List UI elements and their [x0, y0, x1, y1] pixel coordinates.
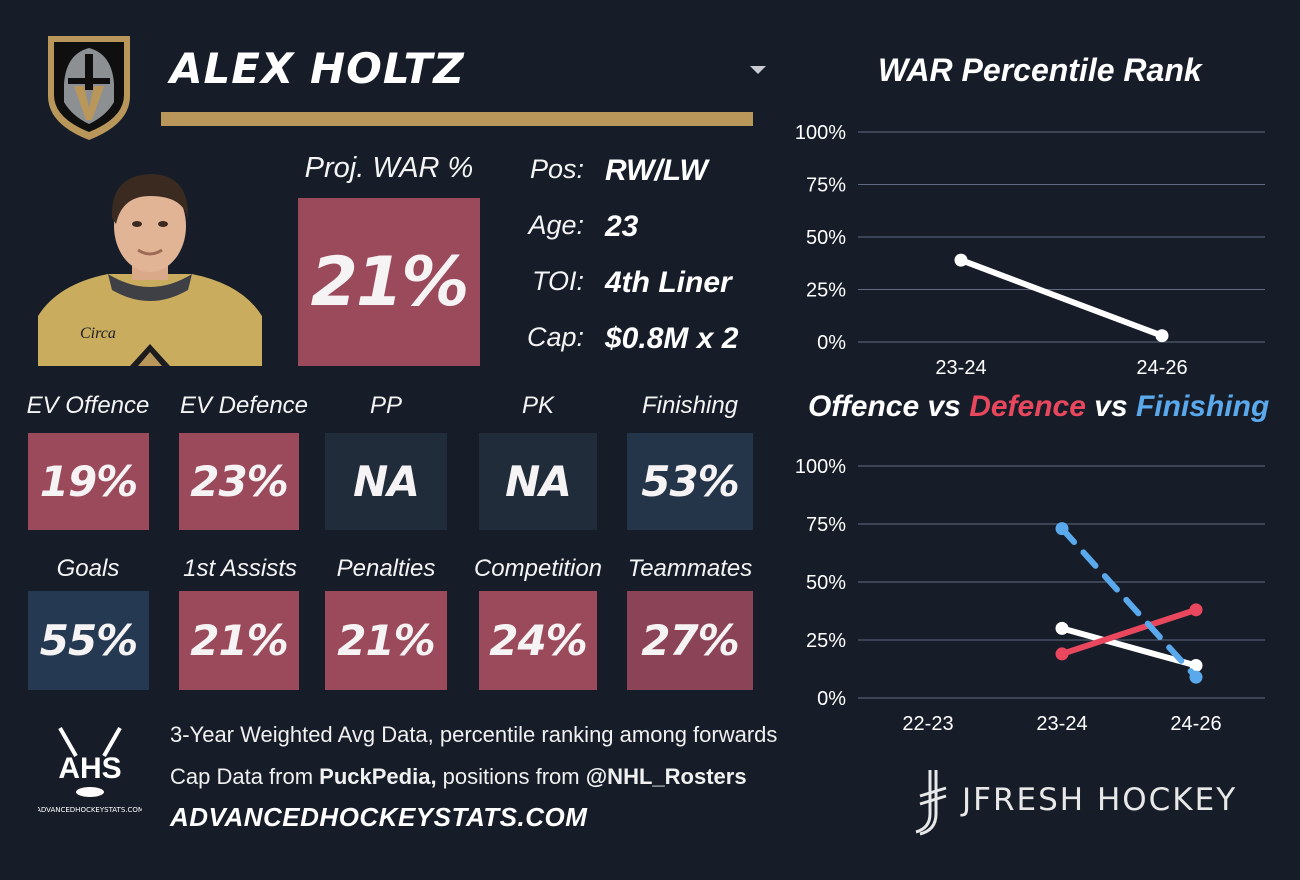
stat-label: EV Offence: [26, 392, 150, 419]
y-tick-label: 100%: [795, 122, 846, 144]
y-tick-label: 25%: [806, 280, 846, 302]
stat-box-finishing: 53%: [627, 433, 753, 530]
war-percentile-chart: 0% 25% 50% 75% 100% 23-24 24-26: [795, 122, 1265, 379]
stat-value: 55%: [39, 616, 139, 665]
y-tick-label: 0%: [817, 688, 846, 710]
title-finishing: Finishing: [1135, 390, 1270, 423]
stat-label: Goals: [56, 555, 120, 582]
info-label: Pos:: [529, 154, 584, 184]
stat-box-pp: NA: [325, 433, 447, 530]
x-tick-label: 24-26: [1136, 357, 1187, 379]
stat-box-competition: 24%: [479, 591, 597, 690]
info-value: 4th Liner: [605, 266, 732, 299]
stat-label: Teammates: [627, 555, 753, 582]
data-point: [1055, 621, 1069, 635]
info-value: 23: [605, 210, 639, 243]
nhl-rosters-link[interactable]: @NHL_Rosters: [585, 764, 747, 789]
y-tick-label: 0%: [817, 332, 846, 354]
info-label: Cap:: [526, 322, 584, 352]
stat-value: 21%: [190, 616, 289, 665]
stat-label: 1st Assists: [183, 555, 297, 582]
info-value: RW/LW: [605, 154, 708, 187]
stat-label: Competition: [473, 555, 603, 582]
info-row-toi: TOI: 4th Liner: [500, 266, 770, 306]
info-row-cap: Cap: $0.8M x 2: [500, 322, 770, 362]
series-line: [1059, 606, 1199, 657]
title-vs: vs: [919, 390, 970, 423]
stat-label: PP: [369, 392, 402, 419]
projected-war-value: 21%: [310, 242, 470, 322]
footer-sources-mid: positions from: [436, 764, 586, 789]
info-label: Age:: [528, 210, 584, 240]
stat-box-pk: NA: [479, 433, 597, 530]
stat-value: 19%: [39, 457, 139, 506]
stat-box-ev-defence: 23%: [179, 433, 299, 530]
svg-text:Circa: Circa: [80, 325, 116, 342]
jfresh-brand: JFRESH HOCKEY: [962, 782, 1238, 818]
info-row-age: Age: 23: [500, 210, 770, 250]
series-line: [958, 257, 1165, 339]
ahs-logo: AHS ADVANCEDHOCKEYSTATS.COM: [38, 727, 142, 814]
split-chart-title: Offence vs Defence vs Finishing: [808, 390, 1269, 424]
title-offence: Offence: [808, 390, 920, 423]
footer-methodology: 3-Year Weighted Avg Data, percentile ran…: [170, 722, 778, 747]
stat-value: 24%: [489, 616, 588, 665]
data-point: [1055, 647, 1069, 661]
team-logo: [48, 36, 130, 140]
puckpedia-link[interactable]: PuckPedia,: [319, 764, 437, 789]
stat-box-first-assists: 21%: [179, 591, 299, 690]
info-label: TOI:: [531, 266, 584, 296]
stat-value: 21%: [337, 616, 436, 665]
war-chart-title: WAR Percentile Rank: [878, 52, 1202, 88]
stat-box-penalties: 21%: [325, 591, 447, 690]
stat-label: Finishing: [641, 392, 739, 419]
stat-box-ev-offence: 19%: [28, 433, 149, 530]
stat-label: EV Defence: [179, 392, 309, 419]
y-tick-label: 100%: [795, 456, 846, 478]
y-tick-label: 75%: [806, 175, 846, 197]
stat-value: 27%: [641, 616, 740, 665]
stat-value: NA: [505, 457, 572, 506]
data-point: [1189, 603, 1203, 617]
data-point: [954, 253, 968, 267]
footer-sources-prefix: Cap Data from: [170, 764, 320, 789]
series-line: [1059, 525, 1199, 681]
data-point: [1189, 659, 1203, 673]
site-link[interactable]: ADVANCEDHOCKEYSTATS.COM: [170, 802, 588, 832]
info-row-position: Pos: RW/LW: [500, 154, 770, 194]
ahs-logo-subtext: ADVANCEDHOCKEYSTATS.COM: [38, 806, 142, 814]
player-photo: Circa: [38, 174, 262, 366]
info-value: $0.8M x 2: [605, 322, 739, 355]
stat-value: NA: [353, 457, 420, 506]
y-tick-label: 50%: [806, 572, 846, 594]
projected-war-label: Proj. WAR %: [304, 152, 474, 184]
series-line: [1059, 625, 1199, 669]
title-defence: Defence: [969, 390, 1086, 423]
y-tick-label: 75%: [806, 514, 846, 536]
projected-war-box: 21%: [298, 198, 480, 366]
x-tick-label: 23-24: [935, 357, 986, 379]
stat-value: 53%: [641, 457, 740, 506]
player-name: ALEX HOLTZ: [170, 44, 465, 93]
y-tick-label: 25%: [806, 630, 846, 652]
stat-label: PK: [521, 392, 554, 419]
x-tick-label: 24-26: [1170, 713, 1221, 735]
stat-label: Penalties: [336, 555, 436, 582]
footer-sources: Cap Data from PuckPedia, positions from …: [170, 764, 747, 790]
y-tick-label: 50%: [806, 227, 846, 249]
stat-box-goals: 55%: [28, 591, 149, 690]
ahs-logo-text: AHS: [58, 752, 121, 785]
jfresh-logo-icon: [915, 770, 947, 836]
player-dropdown-icon[interactable]: [750, 66, 766, 74]
data-point: [1155, 329, 1169, 343]
data-point: [1189, 670, 1203, 684]
offence-defence-finishing-chart: 0% 25% 50% 75% 100% 22-23 23-24 24-26: [795, 456, 1265, 735]
stat-value: 23%: [190, 457, 289, 506]
title-vs: vs: [1085, 390, 1136, 423]
stat-box-teammates: 27%: [627, 591, 753, 690]
x-tick-label: 23-24: [1036, 713, 1087, 735]
data-point: [1055, 522, 1069, 536]
name-underline: [161, 112, 753, 126]
x-tick-label: 22-23: [902, 713, 953, 735]
